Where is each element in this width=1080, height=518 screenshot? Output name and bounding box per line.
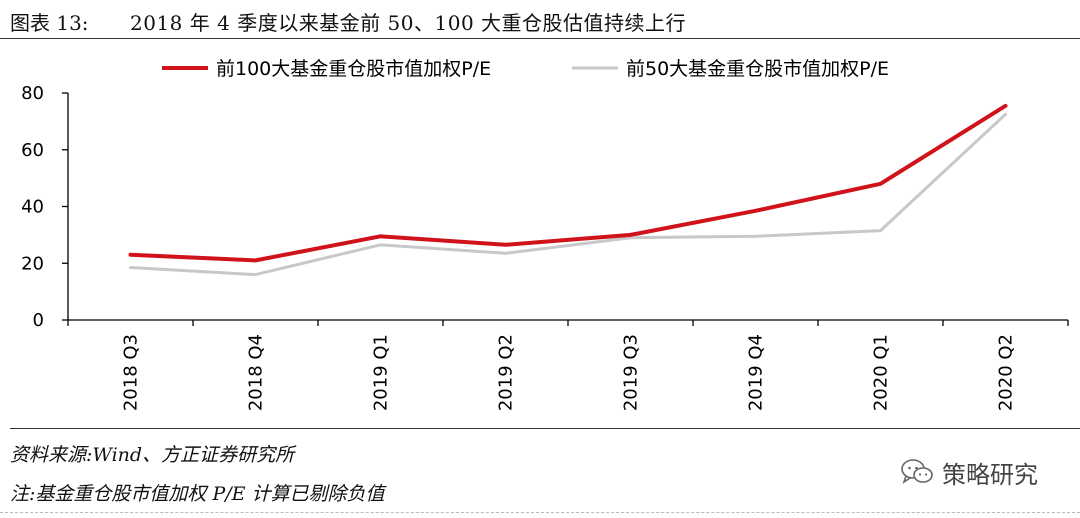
wechat-icon <box>901 459 933 484</box>
line-chart: 0 20 40 60 80 2018 Q3 2018 Q4 2019 Q1 2019 Q2 201… <box>21 58 1069 411</box>
y-tick-label: 0 <box>33 310 44 331</box>
series-line-1 <box>129 112 1007 277</box>
figure-header: 图表 13: 2018 年 4 季度以来基金前 50、100 大重仓股估值持续上… <box>0 0 1080 39</box>
x-tick-label: 2019 Q2 <box>496 334 517 411</box>
divider <box>10 428 1080 429</box>
x-tick-label: 2020 Q1 <box>871 334 892 411</box>
source-note: 资料来源:Wind、方正证券研究所 <box>10 444 295 466</box>
calculation-note: 注:基金重仓股市值加权 P/E 计算已剔除负值 <box>10 483 385 505</box>
legend-label-1: 前50大基金重仓股市值加权P/E <box>626 58 889 80</box>
series-line-0 <box>128 103 1008 263</box>
y-tick-label: 40 <box>21 197 44 218</box>
y-tick-label: 60 <box>21 140 44 161</box>
y-tick-label: 20 <box>21 253 44 274</box>
bottom-divider <box>0 512 1080 513</box>
figure-title: 2018 年 4 季度以来基金前 50、100 大重仓股估值持续上行 <box>130 11 687 35</box>
x-tick-label: 2019 Q4 <box>746 334 767 411</box>
x-tick-label: 2019 Q3 <box>621 334 642 411</box>
x-tick-label: 2019 Q1 <box>371 334 392 411</box>
x-tick-label: 2018 Q3 <box>121 334 142 411</box>
watermark: 策略研究 <box>900 455 1038 489</box>
watermark-text: 策略研究 <box>942 460 1038 489</box>
x-tick-label: 2018 Q4 <box>246 334 267 411</box>
y-tick-label: 80 <box>21 83 44 104</box>
figure-label: 图表 13: <box>10 11 89 35</box>
legend-label-0: 前100大基金重仓股市值加权P/E <box>216 58 491 80</box>
x-tick-label: 2020 Q2 <box>996 334 1017 411</box>
